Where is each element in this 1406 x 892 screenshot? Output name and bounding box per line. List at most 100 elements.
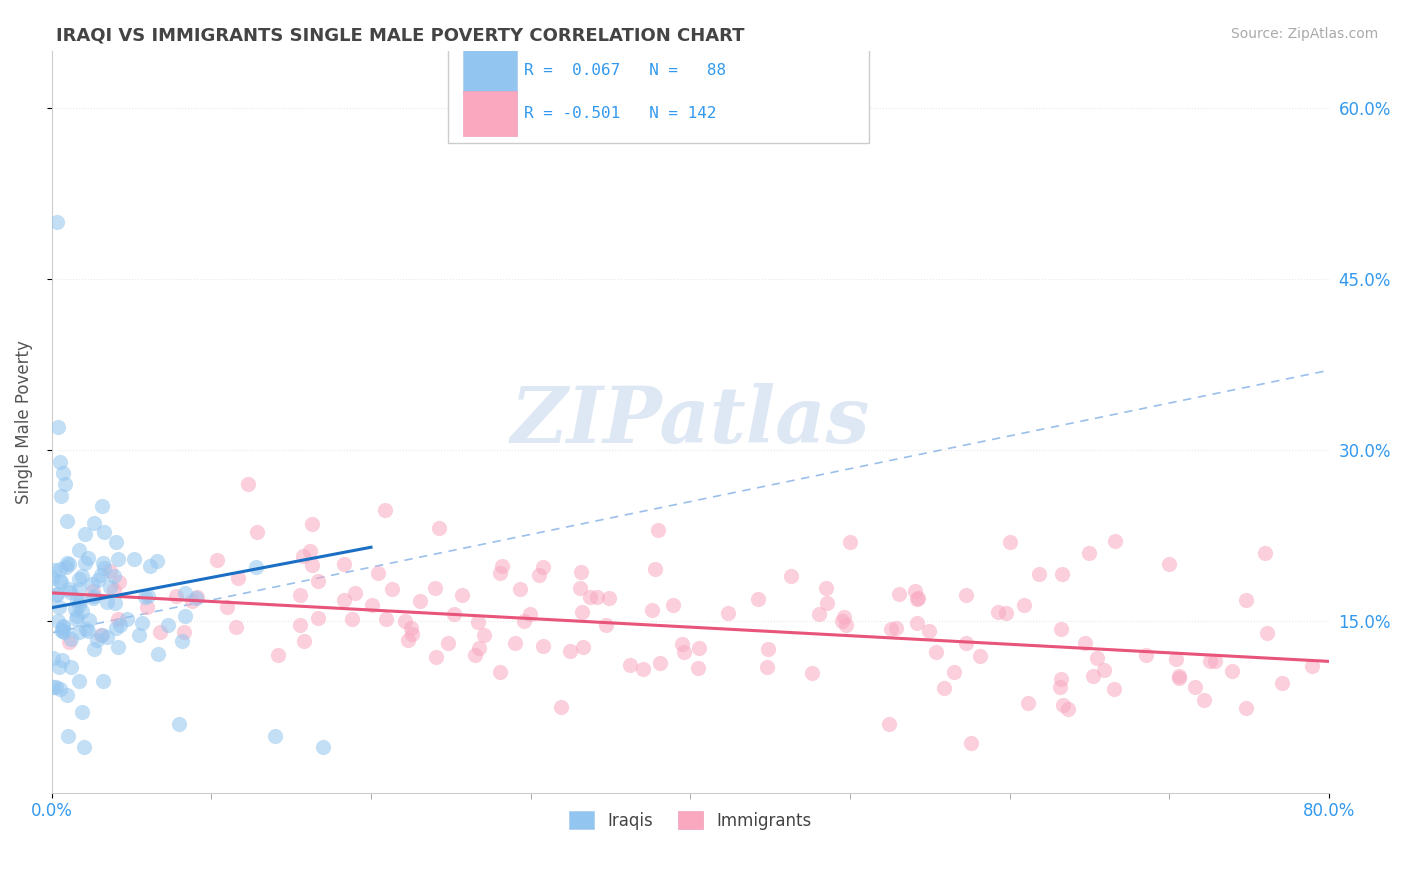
Point — [467, 615, 489, 629]
Point — [1017, 696, 1039, 710]
Point — [333, 557, 356, 571]
Point — [90, 628, 112, 642]
Point — [780, 569, 803, 583]
Legend: Iraqis, Immigrants: Iraqis, Immigrants — [562, 805, 818, 837]
Point — [66, 608, 89, 623]
Point — [48, 600, 70, 615]
Text: IRAQI VS IMMIGRANTS SINGLE MALE POVERTY CORRELATION CHART: IRAQI VS IMMIGRANTS SINGLE MALE POVERTY … — [56, 27, 745, 45]
Point — [647, 523, 669, 537]
FancyBboxPatch shape — [463, 48, 516, 93]
Point — [292, 634, 315, 648]
Point — [46, 587, 69, 601]
Point — [955, 636, 977, 650]
Point — [1052, 698, 1074, 713]
Point — [959, 736, 981, 750]
Point — [1050, 672, 1073, 686]
Point — [1050, 567, 1073, 582]
Point — [489, 665, 512, 679]
Point — [1028, 567, 1050, 582]
Point — [399, 621, 422, 635]
Point — [107, 612, 129, 626]
Point — [107, 552, 129, 566]
Point — [186, 590, 208, 604]
Point — [67, 582, 90, 596]
Text: R =  0.067   N =   88: R = 0.067 N = 88 — [524, 63, 727, 78]
Point — [717, 606, 740, 620]
Point — [264, 729, 287, 743]
Point — [333, 593, 356, 607]
Point — [838, 534, 860, 549]
Point — [48, 682, 70, 697]
Point — [246, 525, 269, 540]
Point — [374, 503, 396, 517]
Point — [56, 514, 79, 528]
Point — [96, 594, 118, 608]
Point — [301, 516, 323, 531]
Point — [67, 624, 90, 639]
Point — [1135, 648, 1157, 663]
Point — [423, 581, 446, 595]
Point — [103, 596, 125, 610]
Point — [396, 633, 419, 648]
Point — [361, 598, 384, 612]
Point — [450, 588, 472, 602]
FancyBboxPatch shape — [447, 39, 869, 144]
Point — [1012, 598, 1035, 612]
Point — [437, 636, 460, 650]
Point — [756, 659, 779, 673]
Point — [267, 648, 290, 663]
Point — [367, 566, 389, 581]
Point — [174, 608, 197, 623]
Point — [1199, 653, 1222, 667]
Point — [96, 630, 118, 644]
Point — [299, 543, 322, 558]
Point — [58, 582, 80, 596]
Point — [472, 628, 495, 642]
Point — [312, 739, 335, 754]
Point — [1104, 534, 1126, 549]
Point — [70, 569, 93, 583]
Point — [52, 466, 75, 480]
Point — [42, 680, 65, 694]
Point — [489, 566, 512, 581]
Point — [77, 550, 100, 565]
Point — [52, 624, 75, 639]
Point — [67, 598, 90, 612]
Point — [1256, 626, 1278, 640]
Point — [429, 521, 451, 535]
Point — [138, 589, 160, 603]
Point — [103, 568, 125, 582]
Point — [63, 602, 86, 616]
Point — [644, 562, 666, 576]
Point — [205, 552, 228, 566]
Point — [1104, 682, 1126, 697]
Point — [832, 610, 855, 624]
FancyBboxPatch shape — [463, 92, 516, 136]
Point — [98, 580, 121, 594]
Point — [519, 607, 541, 621]
Point — [107, 640, 129, 654]
Point — [91, 556, 114, 570]
Point — [815, 596, 838, 610]
Point — [409, 593, 432, 607]
Point — [115, 612, 138, 626]
Point — [45, 588, 67, 602]
Point — [75, 622, 97, 636]
Point — [122, 552, 145, 566]
Point — [756, 641, 779, 656]
Point — [91, 674, 114, 689]
Point — [181, 594, 204, 608]
Point — [987, 605, 1010, 619]
Point — [86, 633, 108, 648]
Point — [907, 591, 929, 605]
Point — [343, 585, 366, 599]
Point — [1234, 700, 1257, 714]
Point — [877, 717, 900, 731]
Point — [633, 662, 655, 676]
Point — [73, 739, 96, 754]
Point — [1085, 651, 1108, 665]
Point — [48, 660, 70, 674]
Point — [808, 607, 831, 621]
Point — [169, 717, 191, 731]
Point — [83, 516, 105, 531]
